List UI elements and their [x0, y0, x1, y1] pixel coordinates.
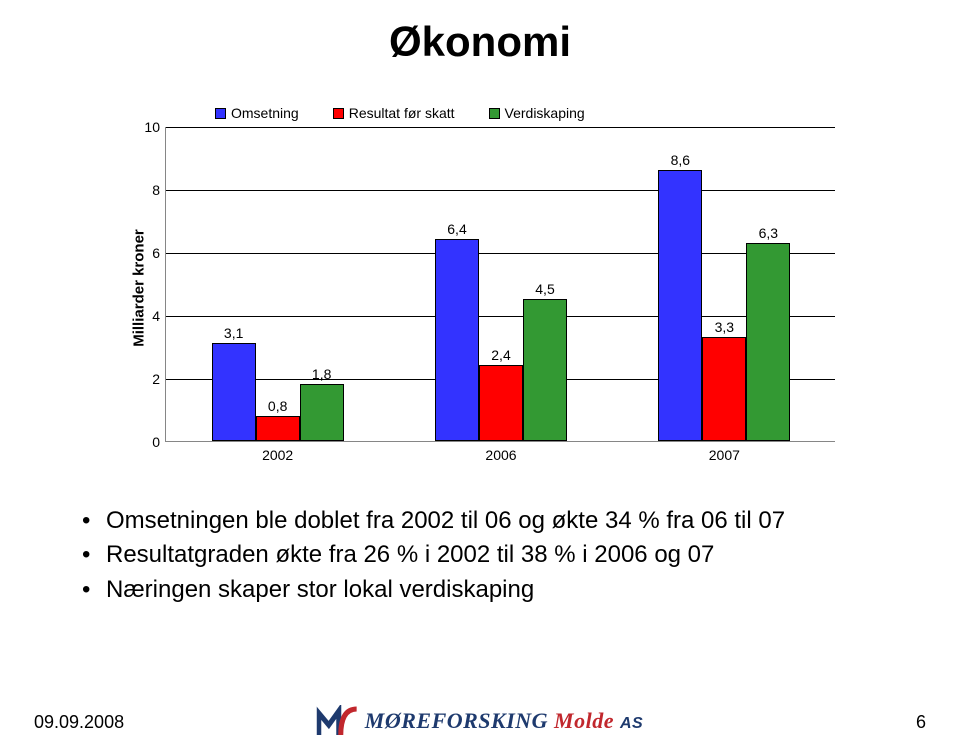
bar-value-label: 0,8 — [268, 398, 287, 414]
bar-value-label: 6,3 — [759, 225, 778, 241]
y-tick-label: 6 — [152, 245, 160, 261]
legend-item-resultat: Resultat før skatt — [333, 105, 455, 121]
bar-value-label: 1,8 — [312, 366, 331, 382]
plot-area: 02468103,10,81,820026,42,44,520068,63,36… — [165, 127, 835, 442]
bar-resultat: 0,8 — [256, 416, 300, 441]
legend-swatch — [215, 108, 226, 119]
slide-title: Økonomi — [0, 18, 960, 66]
x-tick-label: 2007 — [709, 447, 740, 463]
bar-value-label: 8,6 — [671, 152, 690, 168]
x-tick-label: 2002 — [262, 447, 293, 463]
logo-icon — [317, 705, 357, 737]
bar-value-label: 3,3 — [715, 319, 734, 335]
bullet-item: Resultatgraden økte fra 26 % i 2002 til … — [80, 539, 880, 571]
bar-verdiskaping: 1,8 — [300, 384, 344, 441]
y-tick-label: 8 — [152, 182, 160, 198]
chart: Omsetning Resultat før skatt Verdiskapin… — [115, 105, 845, 470]
y-tick-label: 0 — [152, 434, 160, 450]
bullet-item: Næringen skaper stor lokal verdiskaping — [80, 574, 880, 606]
footer-page-number: 6 — [916, 712, 926, 733]
y-tick-label: 2 — [152, 371, 160, 387]
y-tick-label: 10 — [144, 119, 160, 135]
x-tick-label: 2006 — [485, 447, 516, 463]
legend-swatch — [333, 108, 344, 119]
bullet-item: Omsetningen ble doblet fra 2002 til 06 o… — [80, 505, 880, 537]
legend-label: Verdiskaping — [505, 105, 585, 121]
logo-text-main: MØREFORSKING Molde AS — [365, 708, 643, 734]
bar-resultat: 2,4 — [479, 365, 523, 441]
bar-group: 3,10,81,8 — [212, 343, 344, 441]
bar-omsetning: 3,1 — [212, 343, 256, 441]
legend-swatch — [489, 108, 500, 119]
y-axis-label: Milliarder kroner — [130, 229, 147, 347]
bar-value-label: 6,4 — [447, 221, 466, 237]
chart-legend: Omsetning Resultat før skatt Verdiskapin… — [215, 105, 585, 121]
bar-group: 8,63,36,3 — [658, 170, 790, 441]
bar-omsetning: 8,6 — [658, 170, 702, 441]
legend-label: Omsetning — [231, 105, 299, 121]
bar-verdiskaping: 4,5 — [523, 299, 567, 441]
footer-logo: MØREFORSKING Molde AS — [317, 705, 643, 737]
bar-resultat: 3,3 — [702, 337, 746, 441]
gridline — [166, 127, 835, 128]
legend-item-verdiskaping: Verdiskaping — [489, 105, 585, 121]
slide: { "title": "Økonomi", "chart": { "type":… — [0, 0, 960, 749]
bar-value-label: 2,4 — [491, 347, 510, 363]
bar-omsetning: 6,4 — [435, 239, 479, 441]
bullet-list: Omsetningen ble doblet fra 2002 til 06 o… — [80, 505, 880, 608]
bar-verdiskaping: 6,3 — [746, 243, 790, 441]
bar-value-label: 3,1 — [224, 325, 243, 341]
y-tick-label: 4 — [152, 308, 160, 324]
legend-item-omsetning: Omsetning — [215, 105, 299, 121]
legend-label: Resultat før skatt — [349, 105, 455, 121]
bar-value-label: 4,5 — [535, 281, 554, 297]
bar-group: 6,42,44,5 — [435, 239, 567, 441]
footer-date: 09.09.2008 — [34, 712, 124, 733]
